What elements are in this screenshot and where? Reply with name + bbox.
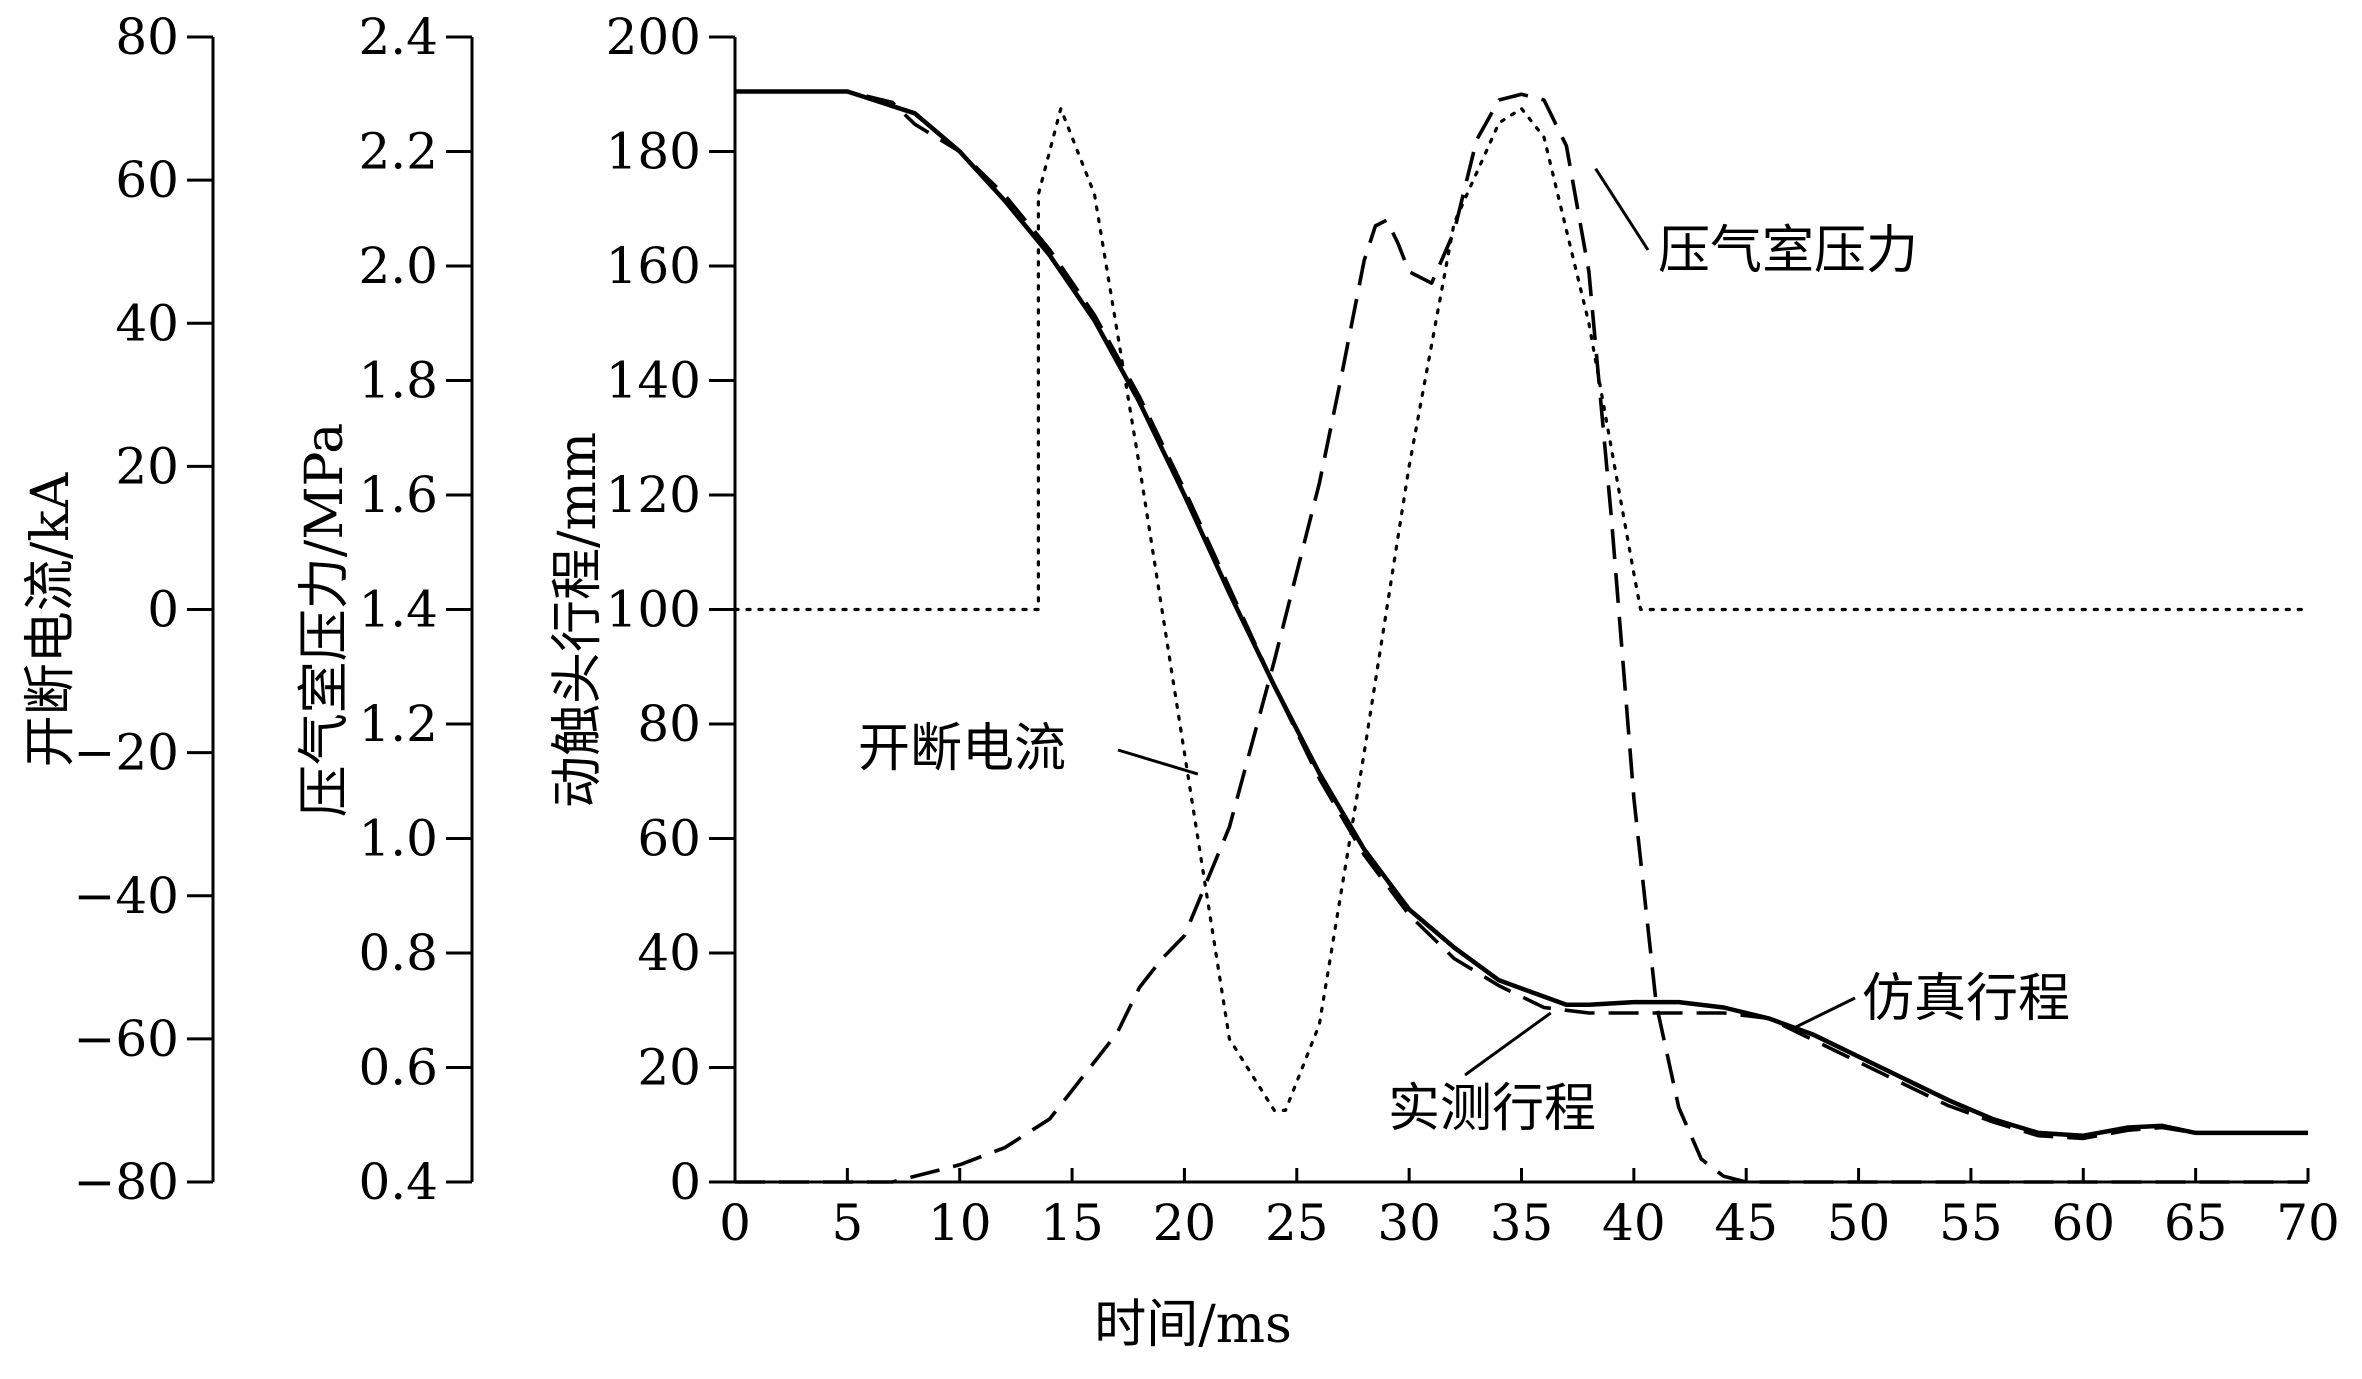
current-tick-label: 80: [115, 8, 179, 66]
current-tick-label: −60: [73, 1010, 179, 1068]
pressure-tick-label: 2.4: [358, 8, 438, 66]
pressure-tick-label: 2.2: [358, 123, 438, 181]
current-tick-label: 40: [115, 294, 179, 352]
pressure-tick-label: 1.6: [358, 466, 438, 524]
label-current: 开断电流: [858, 719, 1066, 779]
travel-tick-label: 200: [606, 8, 701, 66]
x-tick-label: 0: [719, 1194, 751, 1252]
x-tick-label: 15: [1040, 1194, 1104, 1252]
x-tick-label: 20: [1153, 1194, 1217, 1252]
leader-simulated-travel: [1790, 996, 1856, 1031]
x-tick-label: 35: [1490, 1194, 1554, 1252]
label-measured-travel: 实测行程: [1388, 1079, 1596, 1139]
current-tick-label: −40: [73, 867, 179, 925]
x-tick-label: 50: [1827, 1194, 1891, 1252]
label-simulated-travel: 仿真行程: [1862, 969, 2070, 1029]
travel-tick-label: 180: [606, 123, 701, 181]
x-tick-label: 60: [2051, 1194, 2115, 1252]
series-current: [733, 107, 2310, 1112]
x-tick-label: 25: [1265, 1194, 1329, 1252]
current-tick-label: 0: [147, 581, 179, 639]
pressure-axis-title: 压气室压力/MPa: [295, 423, 355, 817]
x-tick-label: 70: [2276, 1194, 2340, 1252]
series-pressure: [735, 92, 2308, 1184]
x-tick-label: 55: [1939, 1194, 2003, 1252]
series-simulated-travel: [735, 89, 2308, 1138]
pressure-tick-label: 1.8: [358, 352, 438, 410]
current-tick-label: −80: [73, 1153, 179, 1211]
leader-current: [1117, 748, 1199, 776]
leader-measured-travel: [1464, 1011, 1552, 1077]
x-tick-label: 5: [831, 1194, 863, 1252]
pressure-tick-label: 0.6: [358, 1039, 438, 1097]
travel-tick-label: 140: [606, 352, 701, 410]
travel-tick-label: 20: [637, 1039, 701, 1097]
leader-pressure: [1594, 167, 1650, 251]
series-lines: [733, 89, 2310, 1184]
annotation-leaders: [1117, 167, 1856, 1077]
current-axis-title: 开断电流/kA: [21, 471, 81, 767]
x-tick-label: 10: [928, 1194, 992, 1252]
current-tick-label: −20: [73, 724, 179, 782]
travel-tick-label: 160: [606, 237, 701, 295]
pressure-tick-label: 0.4: [358, 1153, 438, 1211]
x-tick-label: 65: [2164, 1194, 2228, 1252]
travel-tick-label: 60: [637, 810, 701, 868]
x-axis-title: 时间/ms: [1094, 1295, 1292, 1355]
current-tick-label: 20: [115, 437, 179, 495]
pressure-tick-label: 1.4: [358, 581, 438, 639]
x-tick-label: 40: [1602, 1194, 1666, 1252]
pressure-tick-label: 2.0: [358, 237, 438, 295]
pressure-tick-label: 0.8: [358, 924, 438, 982]
current-tick-label: 60: [115, 151, 179, 209]
travel-tick-label: 120: [606, 466, 701, 524]
series-measured-travel: [735, 89, 2308, 1141]
travel-axis-title: 动触头行程/mm: [548, 432, 608, 808]
label-pressure: 压气室压力: [1658, 221, 1918, 281]
axis-ticks: 0 5 10 15 20 25 30 35 40 45 50 55 60 65 70806040200−20…: [73, 8, 2339, 1252]
travel-tick-label: 100: [606, 581, 701, 639]
pressure-tick-label: 1.2: [358, 695, 438, 753]
travel-tick-label: 0: [669, 1153, 701, 1211]
x-tick-label: 45: [1714, 1194, 1778, 1252]
x-tick-label: 30: [1377, 1194, 1441, 1252]
travel-tick-label: 40: [637, 924, 701, 982]
travel-tick-label: 80: [637, 695, 701, 753]
pressure-tick-label: 1.0: [358, 810, 438, 868]
